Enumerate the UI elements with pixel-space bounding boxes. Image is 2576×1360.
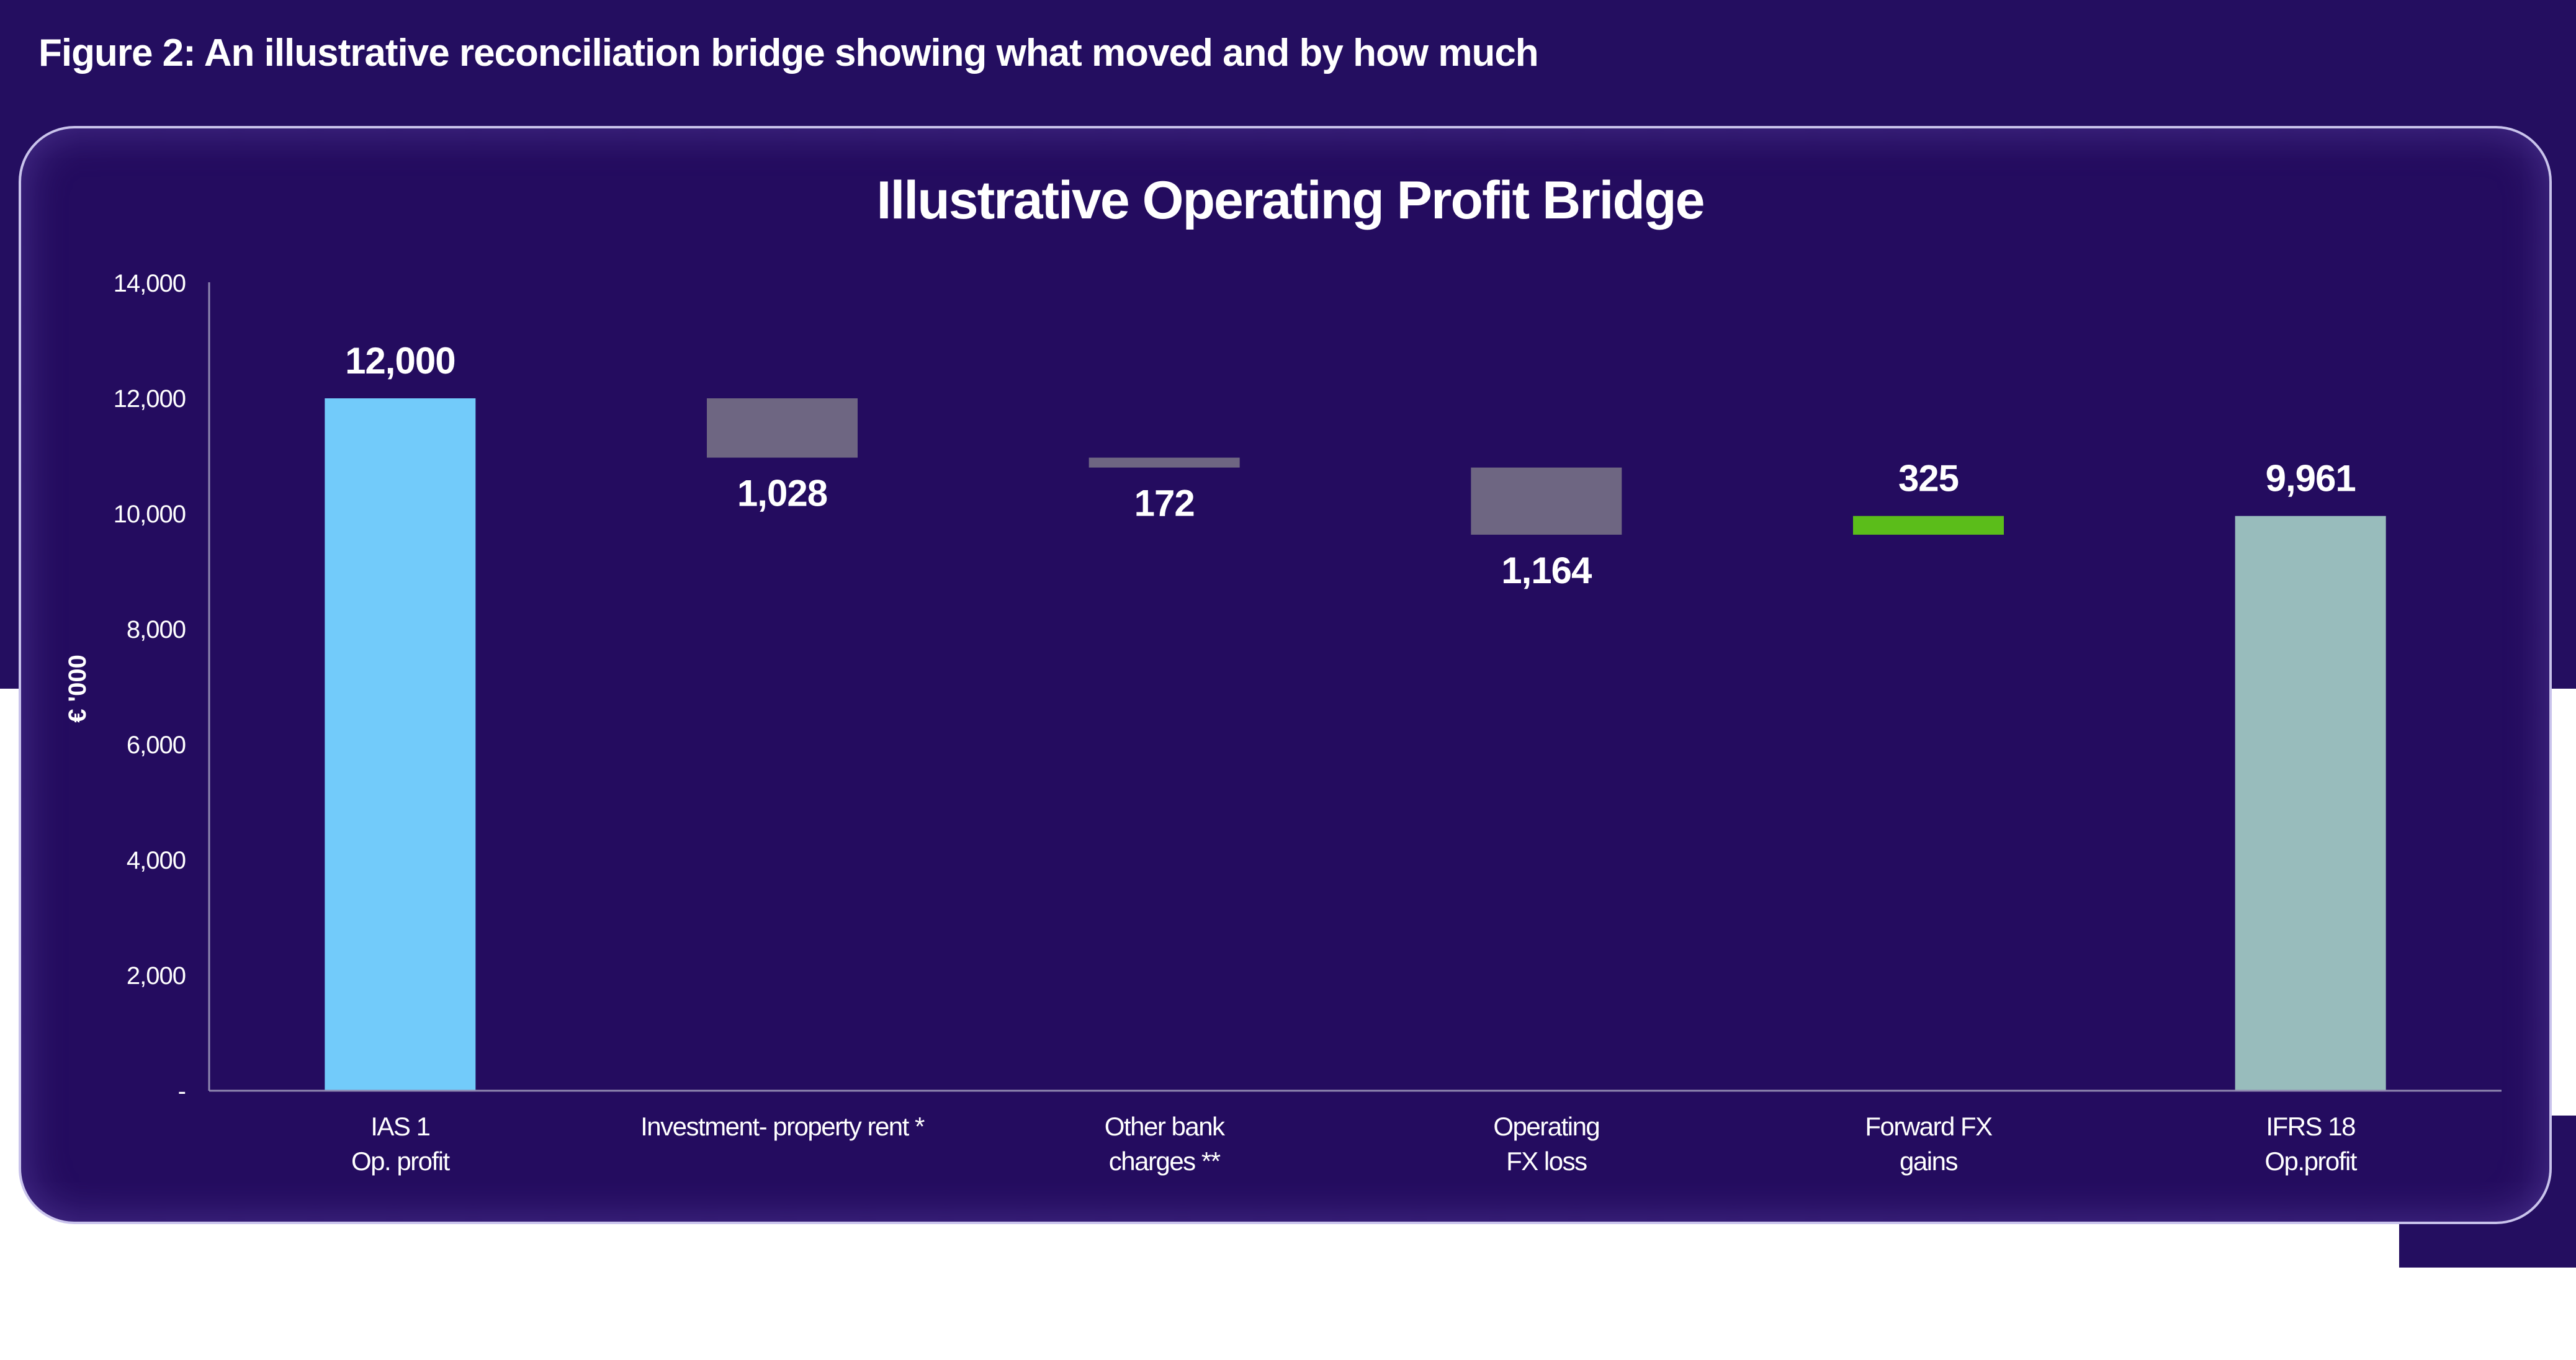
x-tick-label: Op. profit (351, 1147, 451, 1176)
x-tick-label: Operating (1493, 1112, 1599, 1141)
x-tick-label: Other bank (1105, 1112, 1226, 1141)
bar-increase (1853, 516, 2004, 535)
x-axis: IAS 1 Op. profit Investment- property rent… (209, 1089, 2502, 1176)
x-tick-label: FX loss (1506, 1147, 1587, 1176)
y-axis-label: € '000 (64, 655, 91, 723)
bar-total (2235, 516, 2386, 1091)
y-tick-label: 12,000 (114, 385, 186, 413)
y-tick-label: - (178, 1078, 186, 1105)
x-tick-label: Forward FX (1865, 1112, 1993, 1141)
y-axis: - 2,000 4,000 6,000 8,000 10,000 12,000 14,000 (114, 270, 210, 1105)
data-label: 9,961 (2266, 458, 2356, 499)
bar-decrease (1088, 457, 1240, 468)
data-label: 325 (1898, 458, 1959, 499)
y-tick-label: 6,000 (127, 731, 186, 759)
data-label: 1,164 (1501, 550, 1592, 591)
waterfall-chart: Illustrative Operating Profit Bridge € '… (64, 171, 2502, 1176)
figure-title: Figure 2: An illustrative reconciliation… (38, 32, 1539, 74)
bar-decrease (1471, 467, 1622, 535)
y-tick-label: 4,000 (127, 847, 186, 874)
x-tick-label: charges ** (1109, 1147, 1221, 1176)
chart-title: Illustrative Operating Profit Bridge (877, 171, 1704, 230)
x-tick-label: Investment- property rent * (640, 1112, 925, 1141)
x-tick-label: IFRS 18 (2266, 1112, 2355, 1141)
data-label: 12,000 (345, 340, 456, 382)
chart-panel: Illustrative Operating Profit Bridge € '… (19, 126, 2552, 1224)
bars: 12,000 1,028 172 1,164 325 9,961 (325, 340, 2386, 1091)
y-tick-label: 10,000 (114, 501, 186, 528)
data-label: 172 (1134, 483, 1195, 524)
bar-total (325, 398, 476, 1091)
x-tick-label: IAS 1 (370, 1112, 429, 1141)
y-tick-label: 14,000 (114, 270, 186, 297)
y-tick-label: 8,000 (127, 616, 186, 643)
bar-decrease (707, 398, 858, 458)
data-label: 1,028 (737, 473, 827, 514)
x-tick-label: gains (1900, 1147, 1957, 1176)
y-tick-label: 2,000 (127, 962, 186, 990)
x-tick-label: Op.profit (2264, 1147, 2357, 1176)
